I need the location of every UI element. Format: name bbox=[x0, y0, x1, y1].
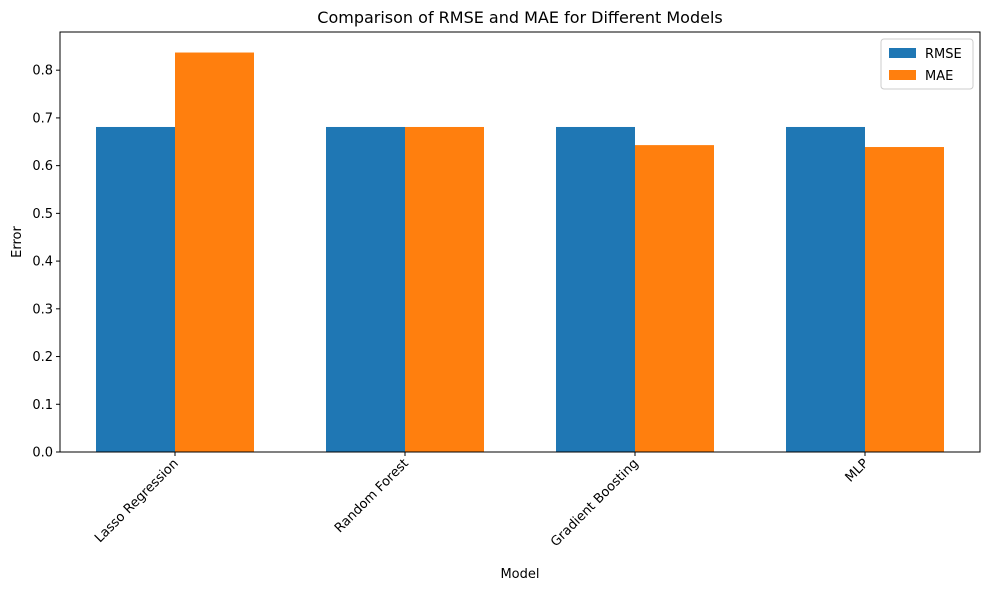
x-tick-label: MLP bbox=[843, 456, 872, 485]
y-tick-label: 0.5 bbox=[32, 207, 53, 222]
y-tick-label: 0.4 bbox=[32, 255, 53, 270]
legend-label-rmse: RMSE bbox=[925, 47, 962, 62]
legend-label-mae: MAE bbox=[925, 69, 953, 84]
y-tick-label: 0.1 bbox=[32, 398, 53, 413]
x-tick-label: Gradient Boosting bbox=[548, 456, 642, 550]
legend-swatch-rmse bbox=[889, 48, 916, 58]
x-axis-label: Model bbox=[500, 567, 539, 582]
y-axis-label: Error bbox=[10, 226, 25, 258]
x-tick-label: Random Forest bbox=[332, 456, 412, 536]
y-tick-label: 0.2 bbox=[32, 350, 53, 365]
x-tick-label: Lasso Regression bbox=[92, 456, 182, 546]
bar-rmse-3 bbox=[786, 126, 865, 453]
plot-frame bbox=[59, 31, 981, 453]
plot-area: 0.0 0.1 0.2 0.3 0.4 0.5 0.6 0.7 0.8 Lasso Regress… bbox=[32, 31, 981, 550]
bar-rmse-2 bbox=[556, 126, 635, 453]
y-tick-label: 0.0 bbox=[32, 446, 53, 461]
bar-mae-1 bbox=[405, 126, 484, 453]
y-tick-label: 0.6 bbox=[32, 159, 53, 174]
chart-title: Comparison of RMSE and MAE for Different… bbox=[317, 8, 722, 27]
bar-mae-0 bbox=[175, 52, 254, 452]
bar-mae-2 bbox=[635, 145, 714, 452]
y-tick-label: 0.8 bbox=[32, 64, 53, 79]
y-tick-label: 0.7 bbox=[32, 111, 53, 126]
bar-mae-3 bbox=[865, 147, 944, 453]
legend: RMSE MAE bbox=[880, 38, 974, 90]
bar-rmse-1 bbox=[326, 126, 405, 453]
legend-swatch-mae bbox=[889, 70, 916, 80]
y-tick-label: 0.3 bbox=[32, 302, 53, 317]
bar-rmse-0 bbox=[96, 126, 175, 453]
